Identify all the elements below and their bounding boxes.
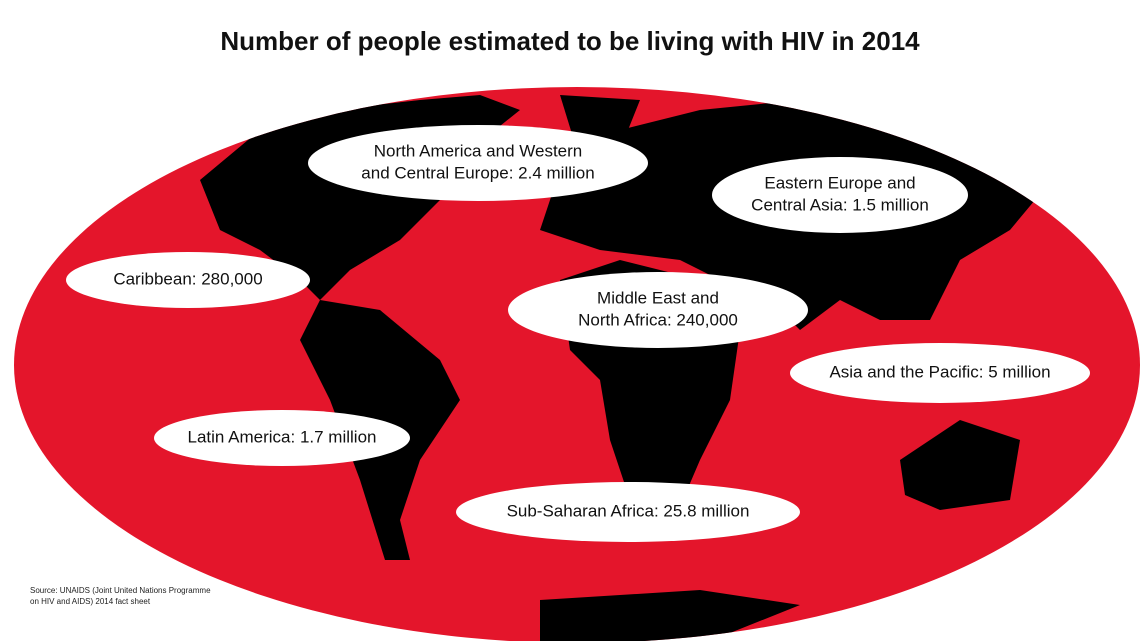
label-bubble: [154, 410, 410, 466]
source-line: on HIV and AIDS) 2014 fact sheet: [30, 597, 151, 606]
region-label: North Africa: 240,000: [578, 310, 738, 329]
label-bubble: [790, 343, 1090, 403]
region-label: Central Asia: 1.5 million: [751, 195, 929, 214]
antarctica: [540, 590, 800, 641]
region-label: and Central Europe: 2.4 million: [361, 163, 594, 182]
region-label: Latin America: 1.7 million: [188, 427, 377, 446]
region-label: North America and Western: [374, 141, 583, 160]
region-label: Caribbean: 280,000: [113, 269, 262, 288]
label-bubble: [456, 482, 800, 542]
region-label: Sub-Saharan Africa: 25.8 million: [507, 501, 750, 520]
label-bubble: [308, 125, 648, 201]
australia: [900, 420, 1020, 510]
region-label: Asia and the Pacific: 5 million: [829, 362, 1050, 381]
source: Source: UNAIDS (Joint United Nations Pro…: [30, 586, 211, 606]
region-label: Middle East and: [597, 288, 719, 307]
region-label: Eastern Europe and: [764, 173, 915, 192]
label-bubble: [508, 272, 808, 348]
region-labels: North America and Western and Central Eur…: [66, 125, 1090, 542]
label-bubble: [712, 157, 968, 233]
label-bubble: [66, 252, 310, 308]
title: Number of people estimated to be living …: [220, 26, 920, 56]
source-line: Source: UNAIDS (Joint United Nations Pro…: [30, 586, 211, 595]
